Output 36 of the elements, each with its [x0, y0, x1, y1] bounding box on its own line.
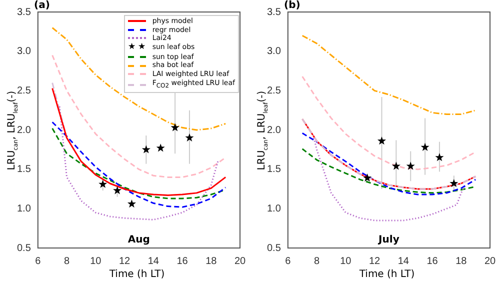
- y-tick-label: 0.5: [266, 242, 282, 254]
- x-tick-label: 16: [426, 256, 438, 267]
- y-tick-label: 1.5: [16, 164, 32, 176]
- y-tick-label: 2.5: [16, 85, 32, 96]
- y-tick-label: 0.5: [16, 242, 32, 254]
- y-tick-label: 3.0: [266, 46, 282, 58]
- x-tick-label: 12: [368, 256, 381, 267]
- x-tick-label: 20: [234, 256, 246, 267]
- y-tick-label: 3.5: [266, 6, 282, 18]
- x-axis-title: Time (h LT): [108, 269, 166, 280]
- chart-title: (a): [34, 0, 50, 11]
- chart-title: (b): [284, 0, 300, 11]
- y-tick-label: 1.0: [16, 203, 32, 214]
- x-tick-label: 6: [285, 256, 292, 267]
- y-tick-label: 2.0: [16, 124, 32, 136]
- y-tick-label: 1.5: [266, 164, 282, 176]
- x-tick-label: 18: [206, 256, 218, 267]
- x-tick-label: 16: [176, 256, 188, 267]
- x-tick-label: 14: [398, 256, 410, 267]
- x-tick-label: 20: [484, 256, 496, 267]
- x-tick-label: 8: [64, 256, 70, 267]
- x-axis-title: Time (h LT): [358, 269, 416, 280]
- y-tick-label: 3.5: [16, 6, 32, 18]
- x-tick-label: 8: [314, 256, 320, 267]
- x-tick-label: 14: [148, 256, 160, 267]
- x-tick-label: 18: [456, 256, 468, 267]
- annotation: Aug: [128, 234, 150, 246]
- y-tick-label: 2.5: [266, 85, 282, 96]
- x-tick-label: 10: [90, 256, 102, 267]
- x-tick-label: 6: [35, 256, 42, 267]
- x-tick-label: 12: [118, 256, 131, 267]
- y-tick-label: 1.0: [266, 203, 282, 214]
- annotation: July: [378, 234, 400, 246]
- x-tick-label: 10: [340, 256, 352, 267]
- y-tick-label: 3.0: [16, 46, 32, 58]
- y-tick-label: 2.0: [266, 124, 282, 136]
